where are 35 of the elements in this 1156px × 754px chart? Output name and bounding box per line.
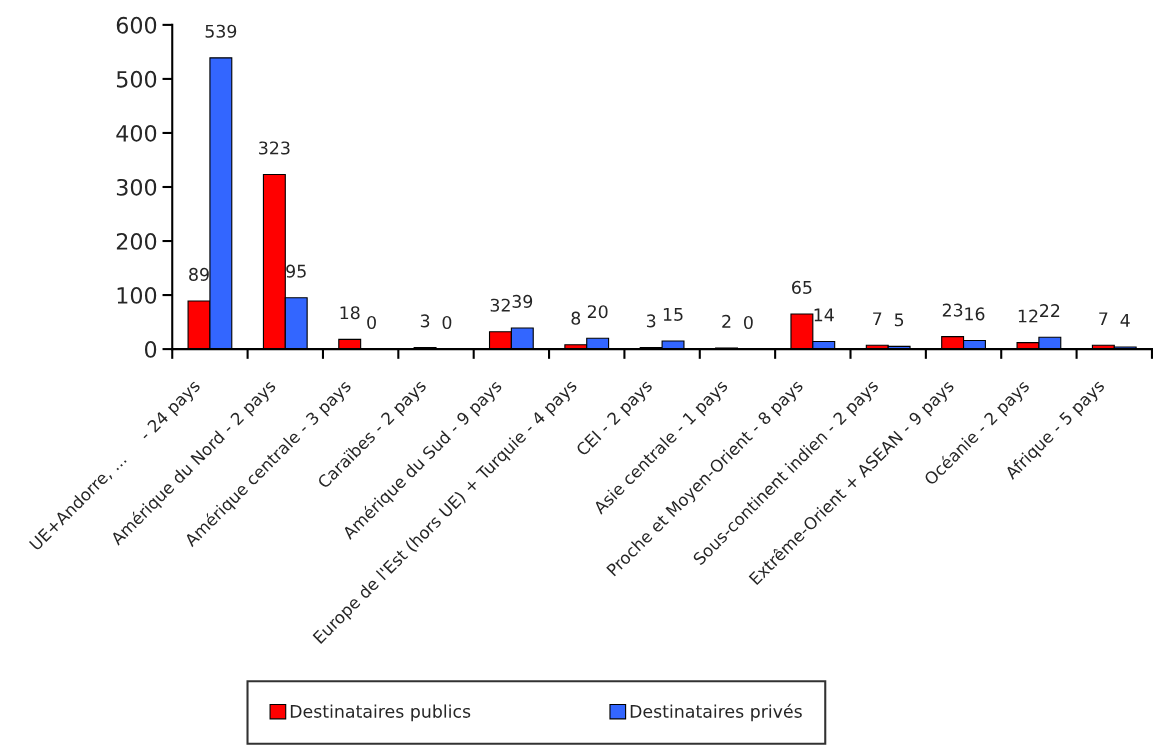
y-tick-label: 300 xyxy=(116,178,157,196)
data-label: 0 xyxy=(744,315,753,330)
y-tick-label: 400 xyxy=(116,124,157,142)
data-label: 2 xyxy=(722,314,731,328)
data-label: 39 xyxy=(512,294,533,308)
data-label: 16 xyxy=(965,307,985,321)
data-label: 23 xyxy=(942,303,963,317)
data-label: 0 xyxy=(367,315,376,330)
data-label: 0 xyxy=(442,315,452,330)
data-label: 3 xyxy=(646,314,656,328)
data-label: 20 xyxy=(587,305,608,319)
data-label: 7 xyxy=(873,312,882,326)
data-label: 65 xyxy=(792,280,812,294)
y-tick-label: 0 xyxy=(144,341,157,358)
data-label: 14 xyxy=(814,308,834,322)
data-label: 8 xyxy=(571,311,581,325)
data-label: 32 xyxy=(490,298,510,312)
data-label: 3 xyxy=(420,314,430,328)
data-label: 7 xyxy=(1099,312,1108,326)
legend-label: Destinataires privés xyxy=(630,703,802,722)
data-label: 18 xyxy=(340,306,360,320)
y-tick-label: 100 xyxy=(117,287,157,304)
y-tick-label: 600 xyxy=(116,16,157,34)
y-tick-label: 500 xyxy=(116,70,157,88)
data-label: 95 xyxy=(286,264,306,278)
data-label: 12 xyxy=(1018,309,1038,323)
data-label: 22 xyxy=(1040,304,1060,317)
data-label: 323 xyxy=(259,141,290,155)
y-tick-label: 200 xyxy=(116,232,157,250)
data-label: 15 xyxy=(663,308,683,321)
data-label: 4 xyxy=(1120,314,1130,327)
data-label: 539 xyxy=(205,24,237,38)
legend-label: Destinataires publics xyxy=(290,704,471,722)
data-label: 89 xyxy=(189,267,209,281)
data-label: 5 xyxy=(894,313,904,327)
